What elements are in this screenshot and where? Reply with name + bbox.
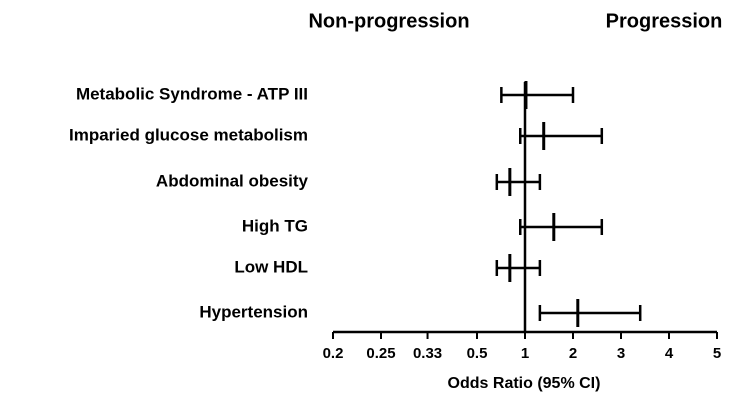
x-tick-label: 4 [665,345,674,362]
x-tick-label: 1 [521,345,529,362]
x-tick-label: 0.5 [467,345,488,362]
right-header: Progression [606,10,723,32]
left-header: Non-progression [308,10,469,32]
x-axis-label: Odds Ratio (95% CI) [448,375,601,392]
x-tick-label: 0.25 [366,345,395,362]
row-label: Hypertension [199,302,308,321]
row-label: Metabolic Syndrome - ATP III [76,84,308,103]
x-tick-label: 3 [617,345,625,362]
row-label: Low HDL [234,257,308,276]
row-label: Abdominal obesity [156,171,309,190]
x-tick-label: 2 [569,345,577,362]
row-label: Imparied glucose metabolism [69,125,308,144]
x-tick-label: 5 [713,345,721,362]
row-label: High TG [242,216,308,235]
x-tick-label: 0.33 [413,345,442,362]
x-tick-label: 0.2 [323,345,344,362]
